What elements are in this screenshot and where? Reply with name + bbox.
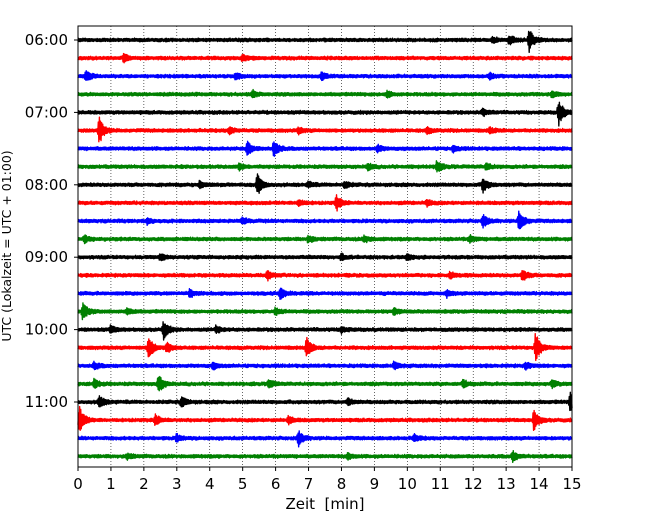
x-tick-label: 7 — [304, 475, 314, 493]
trace-0845 — [77, 234, 573, 245]
trace-0800 — [77, 173, 573, 194]
trace-0830 — [77, 210, 573, 230]
x-tick-label: 5 — [238, 475, 248, 493]
x-tick-label: 15 — [562, 475, 581, 493]
trace-0715 — [77, 116, 573, 143]
trace-1130 — [77, 430, 573, 448]
x-tick-label: 11 — [431, 475, 450, 493]
y-tick-label: 07:00 — [25, 103, 68, 121]
trace-0615 — [77, 52, 573, 64]
y-tick-label: 08:00 — [25, 176, 68, 194]
x-tick-label: 4 — [205, 475, 215, 493]
x-tick-label: 2 — [139, 475, 149, 493]
trace-0730 — [77, 140, 573, 157]
trace-0900 — [77, 252, 573, 262]
x-axis-title: Zeit [min] — [285, 495, 364, 513]
y-tick-label: 11:00 — [25, 393, 68, 411]
trace-1030 — [77, 360, 573, 371]
x-tick-label: 8 — [337, 475, 347, 493]
trace-1115 — [77, 405, 573, 432]
trace-0815 — [77, 194, 573, 212]
trace-1015 — [77, 333, 573, 362]
trace-1000 — [77, 321, 573, 341]
y-axis-title: UTC (Lokalzeit = UTC + 01:00) — [0, 150, 14, 341]
trace-0700 — [77, 101, 573, 127]
trace-0645 — [77, 88, 573, 99]
x-tick-label: 6 — [271, 475, 281, 493]
trace-0600 — [77, 30, 573, 54]
plot-frame — [77, 25, 573, 468]
trace-1145 — [77, 449, 573, 464]
y-axis-ticks: 06:00 07:00 08:00 09:00 10:00 11:00 — [25, 31, 78, 411]
trace-0930 — [77, 287, 573, 301]
trace-0745 — [77, 160, 573, 173]
x-tick-label: 3 — [172, 475, 182, 493]
x-axis-ticks: 0 1 2 3 4 5 6 7 8 9 10 11 12 13 14 15 — [73, 467, 582, 493]
x-tick-label: 14 — [530, 475, 549, 493]
seismic-traces — [77, 30, 573, 464]
x-tick-label: 9 — [370, 475, 380, 493]
x-tick-label: 0 — [73, 475, 83, 493]
trace-1045 — [77, 375, 573, 392]
trace-0915 — [77, 270, 573, 282]
y-tick-label: 09:00 — [25, 248, 68, 266]
trace-1100 — [77, 391, 573, 412]
x-tick-label: 12 — [464, 475, 483, 493]
x-tick-label: 1 — [106, 475, 116, 493]
x-tick-label: 13 — [497, 475, 516, 493]
trace-0630 — [77, 70, 573, 82]
y-tick-label: 10:00 — [25, 321, 68, 339]
trace-0945 — [77, 302, 573, 321]
y-tick-label: 06:00 — [25, 31, 68, 49]
x-tick-label: 10 — [398, 475, 417, 493]
